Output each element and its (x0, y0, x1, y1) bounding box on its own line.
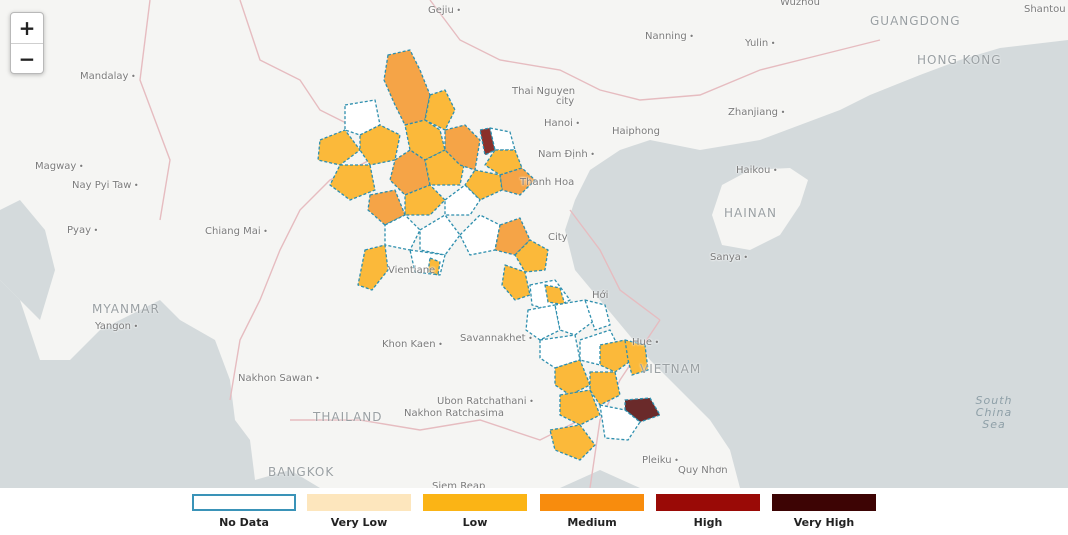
legend-swatch (772, 494, 876, 511)
basemap (0, 0, 1068, 488)
label-thanh-hoa: Thanh Hoa (520, 177, 575, 188)
district-ss-3 (559, 389, 601, 426)
map-canvas[interactable]: Gejiu Wuzhou Shantou GUANGDONG Mandalay … (0, 0, 1068, 488)
legend-item: Medium (540, 494, 644, 529)
label-haikou: Haikou (736, 165, 778, 176)
label-hainan: HAINAN (724, 206, 777, 220)
label-quy-nhon: Quy Nhơn (678, 465, 728, 476)
label-bangkok: BANGKOK (268, 465, 335, 479)
legend-swatch (423, 494, 527, 511)
label-shantou: Shantou (1024, 4, 1066, 15)
district-ss-2 (589, 371, 621, 406)
legend-item: High (656, 494, 760, 529)
label-yangon: Yangon (95, 321, 138, 332)
label-nakhon-sawan: Nakhon Sawan (238, 373, 320, 384)
district-ss-5 (549, 424, 596, 461)
label-siem-reap: Siem Reap (432, 481, 486, 488)
legend-swatch (307, 494, 411, 511)
district-k-2 (501, 264, 531, 301)
label-vietnam: VIETNAM (640, 362, 702, 376)
legend-swatch (192, 494, 296, 511)
district-vt-2 (427, 257, 441, 276)
legend-item: Very High (772, 494, 876, 529)
label-wuzhou: Wuzhou (780, 0, 820, 8)
legend-item: No Data (192, 494, 296, 529)
label-mandalay: Mandalay (80, 71, 136, 82)
legend-swatch (540, 494, 644, 511)
legend-label: High (693, 516, 723, 529)
laos-districts (317, 49, 661, 461)
label-ubon: Ubon Ratchathani (437, 396, 534, 407)
district-north-3 (424, 89, 456, 131)
label-haiphong: Haiphong (612, 126, 660, 137)
hainan-island (712, 168, 808, 250)
district-sw-1 (357, 244, 389, 291)
label-nanning: Nanning (645, 31, 694, 42)
label-nakhon-ratchasima: Nakhon Ratchasima (404, 408, 504, 419)
label-magway: Magway (35, 161, 84, 172)
label-chiang-mai: Chiang Mai (205, 226, 268, 237)
legend-label: No Data (219, 516, 269, 529)
district-k-1 (514, 239, 549, 273)
label-hong-kong: HONG KONG (917, 53, 1002, 67)
district-nw-1 (317, 129, 361, 166)
label-nam-dinh: Nam Định (538, 149, 595, 160)
label-sanya: Sanya (710, 252, 748, 263)
label-savannakhet: Savannakhet (460, 333, 533, 344)
zoom-in-button[interactable]: + (11, 13, 43, 44)
district-nw-4 (329, 164, 376, 201)
district-w-3 (444, 184, 481, 216)
district-hp-2 (489, 127, 516, 151)
district-w-2 (404, 184, 446, 216)
legend-item: Low (423, 494, 527, 529)
label-guangdong: GUANGDONG (870, 14, 961, 28)
label-south-china-sea: South China Sea (975, 394, 1013, 431)
district-k-4 (544, 284, 566, 306)
label-vinh-city: City (548, 232, 568, 243)
district-ss-4 (599, 404, 641, 441)
label-yulin: Yulin (745, 38, 775, 49)
legend-swatch (656, 494, 760, 511)
legend-label: Medium (567, 516, 617, 529)
district-s-1 (525, 304, 561, 341)
district-s-2 (554, 299, 596, 336)
label-khon-kaen: Khon Kaen (382, 339, 443, 350)
label-thai-nguyen: Thai Nguyen (512, 86, 576, 97)
legend-item: Very Low (307, 494, 411, 529)
legend: No Data Very Low Low Medium High Very High (0, 488, 1068, 535)
label-gejiu: Gejiu (428, 5, 461, 16)
legend-label: Very Low (330, 516, 388, 529)
label-vientiane: Vientiane (388, 265, 436, 276)
district-vh-1 (624, 397, 661, 423)
district-ss-1 (554, 359, 591, 396)
district-se-1 (599, 339, 633, 373)
legend-label: Low (462, 516, 488, 529)
label-pleiku: Pleiku (642, 455, 679, 466)
district-v-2 (419, 214, 461, 256)
label-pyay: Pyay (67, 225, 98, 236)
district-v-3 (459, 214, 501, 256)
label-hue: Hue (632, 337, 659, 348)
label-city: city (556, 96, 575, 107)
zoom-out-button[interactable]: − (18, 47, 36, 71)
coast-west (0, 200, 55, 320)
district-v-1 (384, 214, 421, 251)
district-s-3 (584, 299, 611, 331)
district-e-2 (499, 167, 536, 196)
label-thailand: THAILAND (313, 410, 383, 424)
country-borders (139, 0, 881, 488)
label-nay-pyi-taw: Nay Pyi Taw (72, 180, 139, 191)
label-myanmar: MYANMAR (92, 302, 160, 316)
label-hanoi: Hanoi (544, 118, 580, 129)
zoom-control: + − (10, 12, 44, 74)
district-s-4 (539, 334, 581, 369)
district-e-3 (464, 169, 503, 201)
label-zhanjiang: Zhanjiang (728, 107, 785, 118)
label-hoi: Hới (592, 290, 609, 301)
legend-label: Very High (793, 516, 855, 529)
district-w-1 (367, 189, 406, 226)
